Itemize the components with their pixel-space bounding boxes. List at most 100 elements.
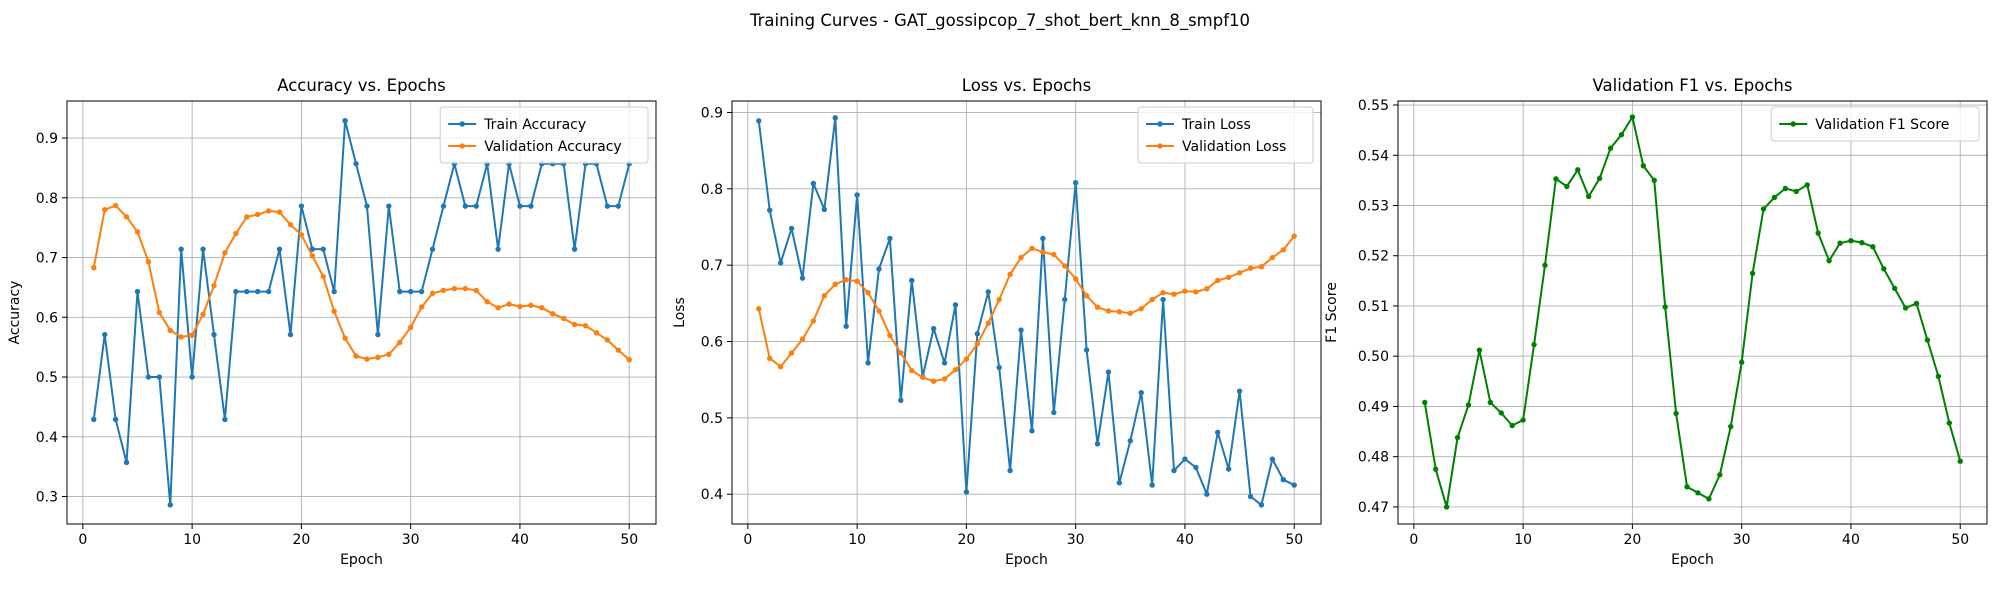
data-point-train-loss [1291,482,1297,488]
data-point-train-accuracy [495,246,501,252]
data-point-train-loss [1204,491,1210,497]
y-tick-label: 0.4 [701,487,723,503]
data-point-validation-accuracy [112,202,119,209]
data-point-train-loss [865,360,871,366]
y-tick-label: 0.9 [36,131,58,147]
data-point-validation-accuracy [364,356,370,362]
data-point-validation-accuracy [134,229,141,235]
data-point-validation-f1-score [1848,237,1854,244]
y-tick-label: 0.5 [36,370,58,386]
data-point-validation-accuracy [560,315,567,322]
y-axis-label: Loss [672,297,688,328]
data-point-train-loss [952,302,959,308]
data-point-validation-accuracy [386,351,392,358]
data-point-validation-loss [1204,286,1210,292]
data-point-train-accuracy [397,288,403,295]
data-point-validation-f1-score [1782,185,1789,192]
legend-swatch-marker [1790,121,1796,127]
data-point-validation-accuracy [353,353,359,359]
data-point-validation-accuracy [167,327,173,334]
data-point-validation-accuracy [582,322,589,329]
data-point-validation-accuracy [189,332,195,338]
data-point-train-loss [756,118,762,124]
y-tick-label: 0.5 [701,411,723,427]
data-point-validation-loss [996,296,1002,303]
data-point-validation-loss [1182,288,1188,294]
y-tick-label: 0.54 [1358,148,1389,164]
data-point-validation-loss [985,320,991,326]
data-point-train-loss [1094,441,1101,447]
data-point-validation-loss [887,332,893,339]
data-point-validation-f1-score [1607,145,1614,151]
y-tick-label: 0.8 [36,191,58,207]
x-tick-label: 10 [1514,532,1532,548]
data-point-validation-f1-score [1684,484,1690,490]
chart-panel-2: 0 10 20 30 40 50 0.4 0.5 0.6 0.7 0.8 0.9 Loss vs. Ep… [672,76,1322,568]
data-point-train-accuracy [145,374,152,380]
data-point-validation-accuracy [200,311,206,317]
y-tick-label: 0.6 [701,335,723,351]
data-point-validation-loss [799,336,806,342]
x-tick-label: 10 [183,532,201,548]
data-point-validation-loss [1160,289,1166,296]
data-point-validation-loss [1051,251,1057,258]
data-point-train-loss [876,266,882,272]
data-point-train-accuracy [604,203,611,209]
y-tick-label: 0.52 [1358,249,1389,265]
data-point-validation-f1-score [1924,337,1931,343]
y-tick-label: 0.7 [36,251,58,267]
x-tick-label: 40 [1842,532,1860,548]
data-point-validation-f1-score [1815,230,1821,236]
data-point-validation-accuracy [331,308,337,315]
data-point-train-loss [821,206,828,213]
x-tick-label: 30 [1067,532,1085,548]
data-point-validation-loss [1072,276,1079,282]
x-tick-label: 50 [620,532,638,548]
x-tick-label: 0 [1409,532,1418,548]
data-point-validation-f1-score [1706,496,1712,502]
data-point-validation-f1-score [1422,399,1428,406]
legend-swatch-marker [459,143,465,149]
data-point-validation-accuracy [254,211,261,218]
data-point-train-loss [1083,347,1090,353]
data-point-validation-accuracy [375,354,381,361]
data-point-train-accuracy [102,331,108,338]
data-point-validation-loss [974,341,981,347]
chart-panel-3: 0 10 20 30 40 50 0.47 0.48 0.49 0.50 0.51 0.52 0.53 0… [1324,76,1988,568]
chart-title: Loss vs. Epochs [962,76,1091,95]
data-point-validation-loss [919,374,926,381]
data-point-train-loss [1127,438,1134,444]
data-point-validation-accuracy [244,214,250,220]
data-point-validation-accuracy [604,337,611,343]
data-point-train-accuracy [309,246,316,252]
data-point-validation-accuracy [397,339,403,346]
data-point-validation-loss [930,378,937,384]
data-point-validation-loss [1116,309,1123,315]
x-tick-label: 0 [78,532,87,548]
data-point-validation-loss [1225,274,1232,281]
data-point-validation-f1-score [1596,175,1603,182]
legend-swatch-marker [459,121,465,127]
data-point-train-loss [799,275,806,281]
data-point-train-loss [898,397,904,404]
data-point-validation-accuracy [539,305,545,311]
data-point-validation-accuracy [593,330,600,336]
x-tick-label: 20 [292,532,310,548]
data-point-validation-f1-score [1771,194,1778,201]
data-point-validation-loss [963,356,970,362]
series-line-train-loss [757,116,1295,506]
series-line-validation-accuracy [92,204,630,361]
data-point-train-loss [1236,388,1243,394]
data-point-validation-f1-score [1837,240,1843,246]
data-point-validation-loss [756,305,762,312]
data-point-validation-f1-score [1749,270,1756,277]
data-point-train-loss [1116,480,1123,486]
data-point-validation-accuracy [550,310,556,317]
data-point-train-accuracy [134,288,141,295]
data-point-validation-loss [1269,254,1276,261]
x-tick-label: 40 [1176,532,1194,548]
data-point-train-loss [996,364,1002,371]
data-point-train-loss [777,260,784,266]
data-point-validation-loss [1247,265,1254,271]
